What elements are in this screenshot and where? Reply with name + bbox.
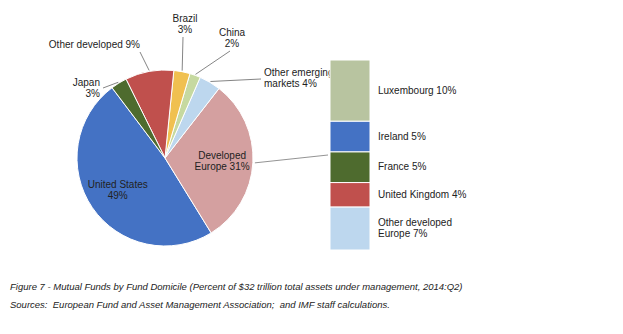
leader-line [140, 52, 149, 70]
data-label: Other emergingmarkets 4% [264, 67, 333, 89]
pie [77, 70, 253, 246]
legend-label: Luxembourg 10% [378, 84, 456, 95]
leader-line [195, 51, 230, 74]
caption: Figure 7 - Mutual Funds by Fund Domicile… [10, 281, 463, 292]
data-label: Brazil3% [172, 13, 197, 35]
legend-label: United Kingdom 4% [378, 188, 466, 199]
connector [255, 155, 328, 163]
data-label: DevelopedEurope 31% [195, 149, 250, 171]
data-label: Japan3% [73, 77, 100, 99]
leader-line [182, 37, 184, 71]
data-labels: United States49% DevelopedEurope 31% Other… [49, 13, 334, 200]
data-label: Other developed 9% [49, 39, 140, 50]
chart: United States49% DevelopedEurope 31% Other… [0, 0, 623, 334]
data-label: China2% [219, 27, 246, 49]
bar-segment [330, 183, 370, 208]
bar-segment [330, 60, 370, 121]
legend-label: France 5% [378, 161, 426, 172]
legend-label: Ireland 5% [378, 130, 426, 141]
stacked-bar [330, 60, 370, 250]
bar-segment [330, 121, 370, 152]
data-label: United States49% [88, 178, 148, 200]
legend-label: Other developedEurope 7% [378, 217, 452, 239]
bar-segment [330, 152, 370, 183]
leader-line [210, 79, 261, 81]
bar-segment [330, 207, 370, 250]
pie-slice [112, 79, 165, 158]
source-note: Sources: European Fund and Asset Managem… [10, 299, 390, 310]
legend: Luxembourg 10% Ireland 5% France 5% United … [378, 84, 466, 238]
leader-line [103, 82, 118, 88]
